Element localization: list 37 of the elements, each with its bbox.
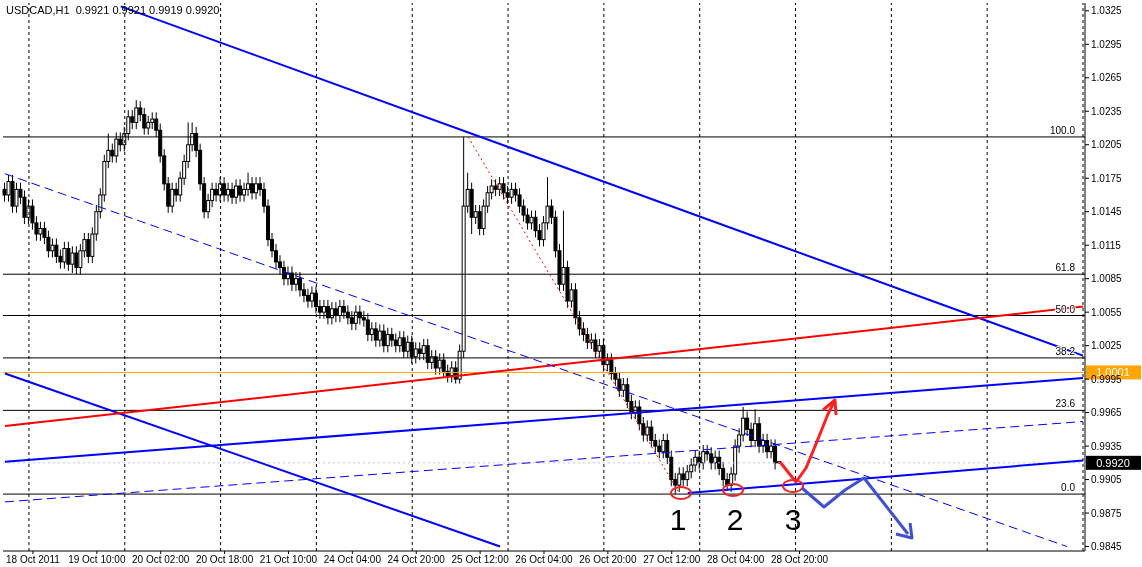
annotation: 2	[726, 503, 744, 536]
y-tick-label: 0.9935	[1091, 440, 1123, 452]
annotation: 0.0	[1061, 482, 1076, 494]
ref-line-label: 0.9920	[1096, 456, 1130, 469]
annotation: 23.6	[1055, 398, 1076, 410]
x-tick-label: 24 Oct 04:00	[323, 554, 382, 566]
x-tick-label: 25 Oct 12:00	[451, 554, 510, 566]
x-tick-label: 26 Oct 04:00	[515, 554, 574, 566]
x-tick-label: 21 Oct 10:00	[259, 554, 318, 566]
y-tick-label: 1.0025	[1091, 340, 1123, 352]
y-tick-label: 0.9905	[1091, 474, 1123, 486]
y-tick-label: 1.0295	[1091, 38, 1123, 50]
y-tick-label: 0.9965	[1091, 407, 1123, 419]
annotation: 100.0	[1049, 124, 1076, 136]
annotation: 3	[784, 503, 802, 536]
x-tick-label: 20 Oct 02:00	[132, 554, 190, 566]
x-tick-label: 19 Oct 10:00	[68, 554, 126, 566]
x-tick-label: 27 Oct 12:00	[643, 554, 701, 566]
x-tick-label: 26 Oct 20:00	[579, 554, 637, 566]
y-tick-label: 1.0055	[1091, 306, 1123, 318]
annotation: 61.8	[1055, 262, 1076, 274]
x-tick-label: 28 Oct 20:00	[770, 554, 829, 566]
y-tick-label: 1.0235	[1091, 105, 1123, 117]
y-tick-label: 0.9875	[1091, 507, 1123, 519]
x-tick-label: 24 Oct 20:00	[387, 554, 446, 566]
y-tick-label: 1.0145	[1091, 206, 1123, 218]
y-tick-label: 1.0085	[1091, 273, 1123, 285]
y-tick-label: 1.0175	[1091, 172, 1123, 184]
x-tick-label: 18 Oct 2011	[6, 554, 61, 566]
x-tick-label: 20 Oct 18:00	[195, 554, 254, 566]
y-tick-label: 1.0205	[1091, 139, 1123, 151]
y-tick-label: 1.0325	[1091, 5, 1123, 17]
x-tick-label: 28 Oct 04:00	[707, 554, 765, 566]
y-tick-label: 0.9845	[1091, 541, 1123, 553]
y-tick-label: 1.0265	[1091, 72, 1123, 84]
annotation: 1	[669, 503, 687, 536]
y-tick-label: 1.0115	[1091, 239, 1122, 251]
